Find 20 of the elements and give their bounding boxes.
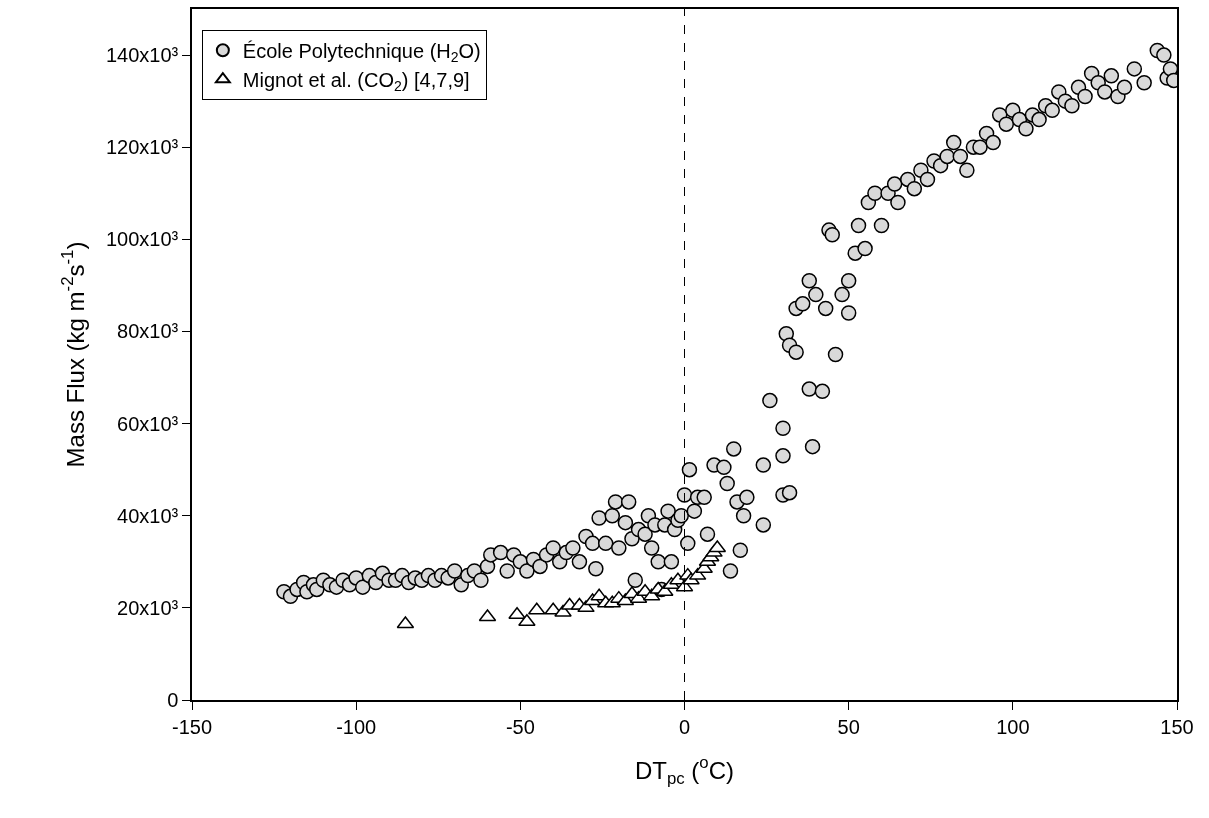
x-tick-label: 0 — [678, 715, 691, 738]
y-tick-label: 60x10³ — [117, 412, 179, 435]
x-tick-label: 150 — [1160, 715, 1194, 738]
x-tick-label: 50 — [837, 715, 860, 738]
x-tick-label: -100 — [336, 715, 377, 738]
y-tick-label: 80x10³ — [117, 320, 179, 343]
legend-label: École Polytechnique (H$_{2}$O) — [242, 40, 481, 66]
y-tick-label: 40x10³ — [117, 504, 179, 527]
y-tick-label: 0 — [167, 689, 179, 711]
x-tick-label: -50 — [505, 715, 535, 738]
point — [508, 607, 526, 620]
x-tick-label: 100 — [996, 715, 1030, 738]
legend-label: Mignot et al. (CO$_{2}$) [4,7,9] — [242, 69, 470, 95]
x-axis-title: DT$_{pc}$ ($^{o}$C) — [634, 753, 735, 788]
y-tick-label: 140x10³ — [105, 44, 179, 67]
y-tick-label: 100x10³ — [105, 228, 179, 251]
point — [518, 613, 536, 626]
y-tick-label: 120x10³ — [105, 136, 179, 159]
y-tick-label: 20x10³ — [117, 596, 179, 619]
x-tick-label: -150 — [171, 715, 213, 738]
